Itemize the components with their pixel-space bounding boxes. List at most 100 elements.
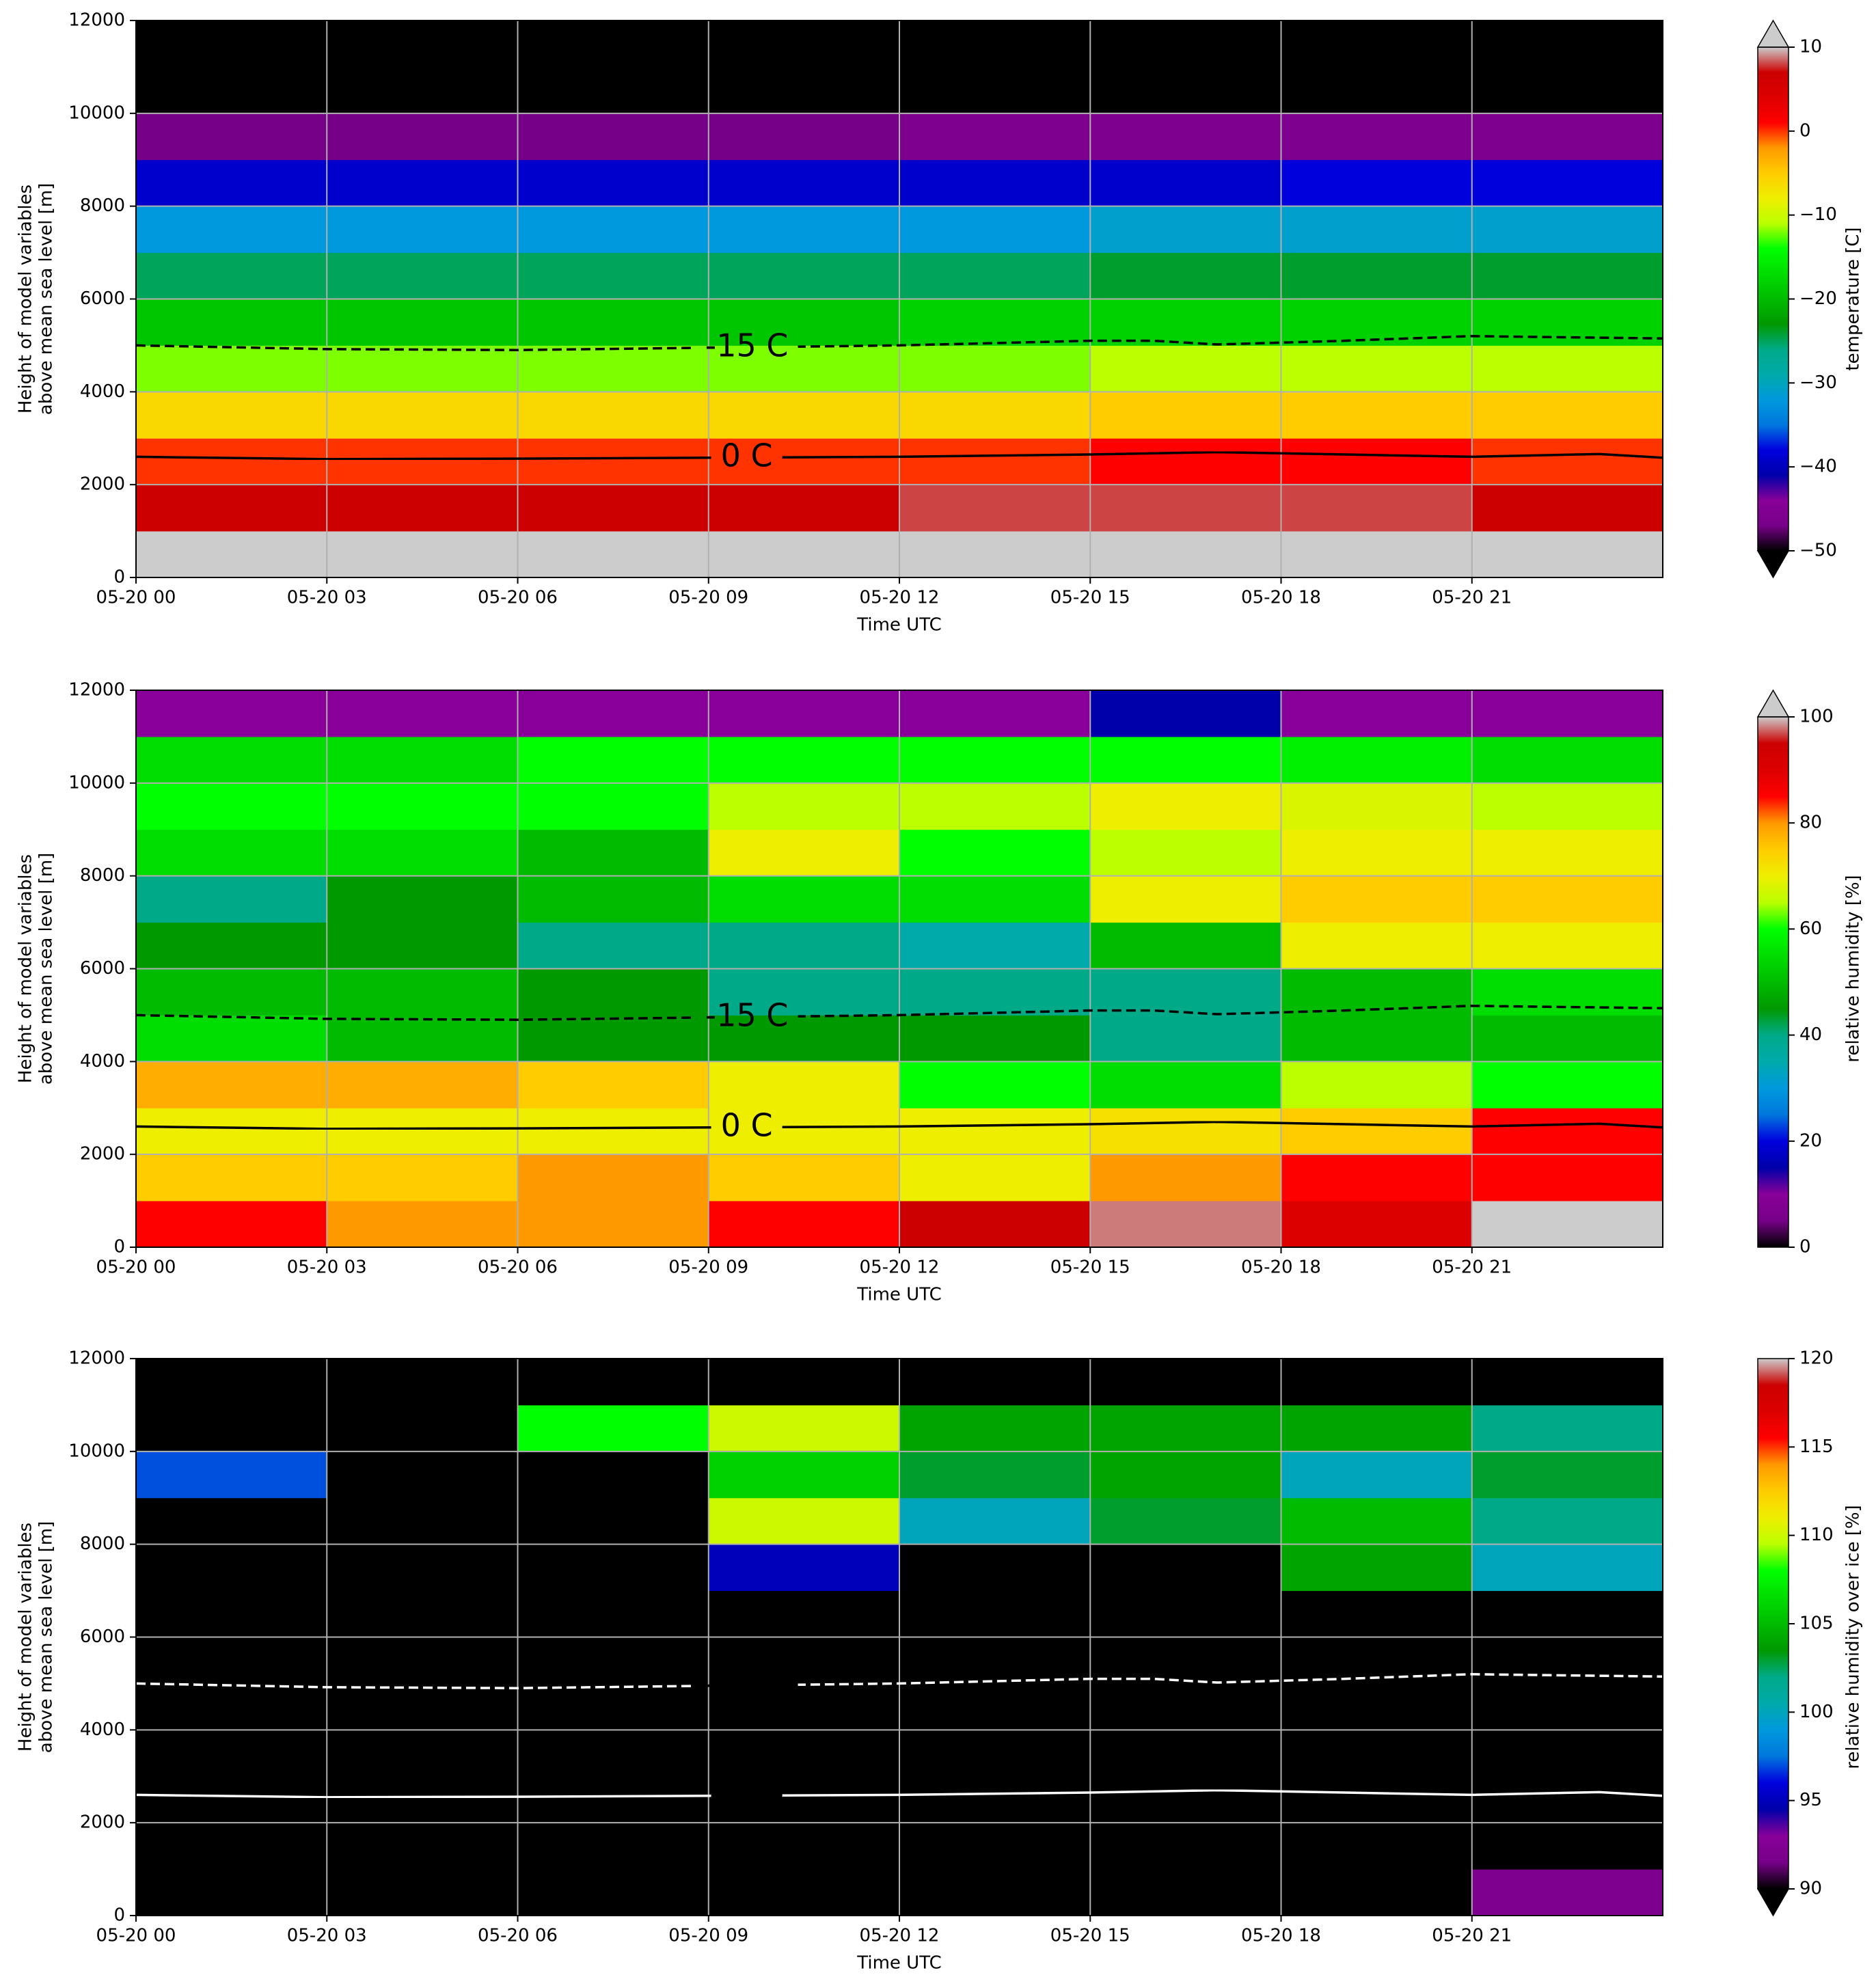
heatmap-cell — [327, 206, 518, 254]
y-tick-label: 2000 — [80, 1144, 125, 1165]
heatmap-cell — [136, 1869, 327, 1916]
heatmap-cell — [1281, 1154, 1473, 1201]
colorbar-label: relative humidity over ice [%] — [1843, 1505, 1864, 1769]
heatmap-cell — [1471, 690, 1663, 737]
heatmap-cell — [708, 1590, 900, 1637]
heatmap-cell — [1090, 1683, 1281, 1730]
heatmap-cell — [136, 1359, 327, 1406]
heatmap-cell — [327, 1108, 518, 1155]
heatmap-cell — [899, 1108, 1091, 1155]
heatmap-cell — [1090, 1154, 1281, 1201]
heatmap-cell — [1471, 206, 1663, 254]
x-tick-label: 05-20 00 — [96, 588, 176, 608]
heatmap-cell — [899, 531, 1091, 577]
plot-area: -15 C 0 C — [136, 1359, 1663, 1916]
heatmap-cell — [327, 922, 518, 969]
heatmap-cell — [1471, 531, 1663, 577]
heatmap-cell — [1281, 690, 1473, 737]
heatmap-cell — [136, 1823, 327, 1870]
heatmap-cell — [1090, 829, 1281, 877]
x-tick-label: 05-20 15 — [1050, 588, 1130, 608]
heatmap-cell — [1090, 1404, 1281, 1452]
heatmap-cell — [899, 1683, 1091, 1730]
heatmap-cell — [1281, 1108, 1473, 1155]
heatmap-cell — [1281, 782, 1473, 830]
heatmap-cell — [327, 736, 518, 784]
heatmap-cell — [1471, 1404, 1663, 1452]
heatmap-cell — [1471, 1590, 1663, 1637]
heatmap-cell — [136, 875, 327, 923]
heatmap-cell — [136, 1061, 327, 1108]
x-tick-label: 05-20 18 — [1241, 1926, 1321, 1946]
heatmap-cell — [899, 159, 1091, 207]
heatmap-cell — [517, 531, 709, 577]
heatmap-cell — [1471, 1154, 1663, 1201]
heatmap-cell — [708, 690, 900, 737]
x-tick-label: 05-20 12 — [860, 588, 940, 608]
y-tick-label: 2000 — [80, 1812, 125, 1833]
y-tick-label: 0 — [113, 567, 125, 588]
heatmap-cell — [1281, 736, 1473, 784]
heatmap-cell — [136, 1730, 327, 1777]
heatmap-cell — [517, 392, 709, 439]
heatmap-cell — [136, 829, 327, 877]
heatmap-cell — [708, 485, 900, 532]
heatmap-cell — [899, 252, 1091, 299]
heatmap-cell — [1471, 1683, 1663, 1730]
heatmap-cell — [1090, 21, 1281, 68]
heatmap-cell — [517, 345, 709, 392]
heatmap-cell — [136, 736, 327, 784]
colorbar-tick-label: 10 — [1799, 37, 1822, 57]
heatmap-cell — [708, 1683, 900, 1730]
heatmap-cell — [899, 968, 1091, 1016]
y-tick-label: 12000 — [68, 680, 125, 700]
heatmap-cell — [1090, 1451, 1281, 1499]
heatmap-cell — [899, 1544, 1091, 1592]
contour-label: -15 C — [705, 996, 789, 1033]
y-tick-label: 6000 — [80, 288, 125, 309]
heatmap-cell — [1471, 485, 1663, 532]
colorbar-label: relative humidity [%] — [1843, 875, 1864, 1062]
heatmap-cell — [708, 1730, 900, 1777]
heatmap-cell — [517, 206, 709, 254]
heatmap-cell — [327, 782, 518, 830]
heatmap-cell — [708, 1201, 900, 1247]
heatmap-cell — [327, 1404, 518, 1452]
y-tick-label: 8000 — [80, 1534, 125, 1554]
heatmap-cell — [899, 829, 1091, 877]
heatmap-cell — [1471, 438, 1663, 485]
heatmap-cell — [708, 968, 900, 1016]
y-tick-label: 6000 — [80, 958, 125, 979]
heatmap-cell — [1090, 531, 1281, 577]
y-tick-label: 4000 — [80, 1719, 125, 1740]
colorbar-tick-label: 0 — [1799, 1237, 1811, 1257]
heatmap-cell — [1281, 1451, 1473, 1499]
y-axis-label: above mean sea level [m] — [36, 853, 57, 1085]
heatmap-cell — [517, 1730, 709, 1777]
heatmap-cell — [136, 66, 327, 114]
heatmap-cell — [1281, 66, 1473, 114]
heatmap-cell — [708, 1404, 900, 1452]
heatmap-cell — [708, 1359, 900, 1406]
heatmap-cell — [327, 485, 518, 532]
y-tick-label: 2000 — [80, 474, 125, 495]
heatmap-cell — [899, 1590, 1091, 1637]
x-tick-label: 05-20 15 — [1050, 1926, 1130, 1946]
x-axis-label: Time UTC — [856, 1285, 941, 1305]
heatmap-cell — [1281, 345, 1473, 392]
heatmap-cell — [708, 1154, 900, 1201]
heatmap-cell — [899, 875, 1091, 923]
x-tick-label: 05-20 09 — [668, 588, 748, 608]
heatmap-cell — [327, 1154, 518, 1201]
y-tick-label: 4000 — [80, 381, 125, 402]
y-tick-label: 0 — [113, 1905, 125, 1926]
heatmap-cell — [1471, 1776, 1663, 1823]
y-axis-label: Height of model variables — [16, 185, 36, 413]
heatmap-cell — [1281, 1359, 1473, 1406]
heatmap-cell — [517, 438, 709, 485]
heatmap-cell — [708, 736, 900, 784]
colorbar-tick-label: −40 — [1799, 457, 1837, 477]
heatmap-cell — [1281, 1404, 1473, 1452]
x-tick-label: 05-20 21 — [1432, 588, 1512, 608]
heatmap-cell — [517, 782, 709, 830]
